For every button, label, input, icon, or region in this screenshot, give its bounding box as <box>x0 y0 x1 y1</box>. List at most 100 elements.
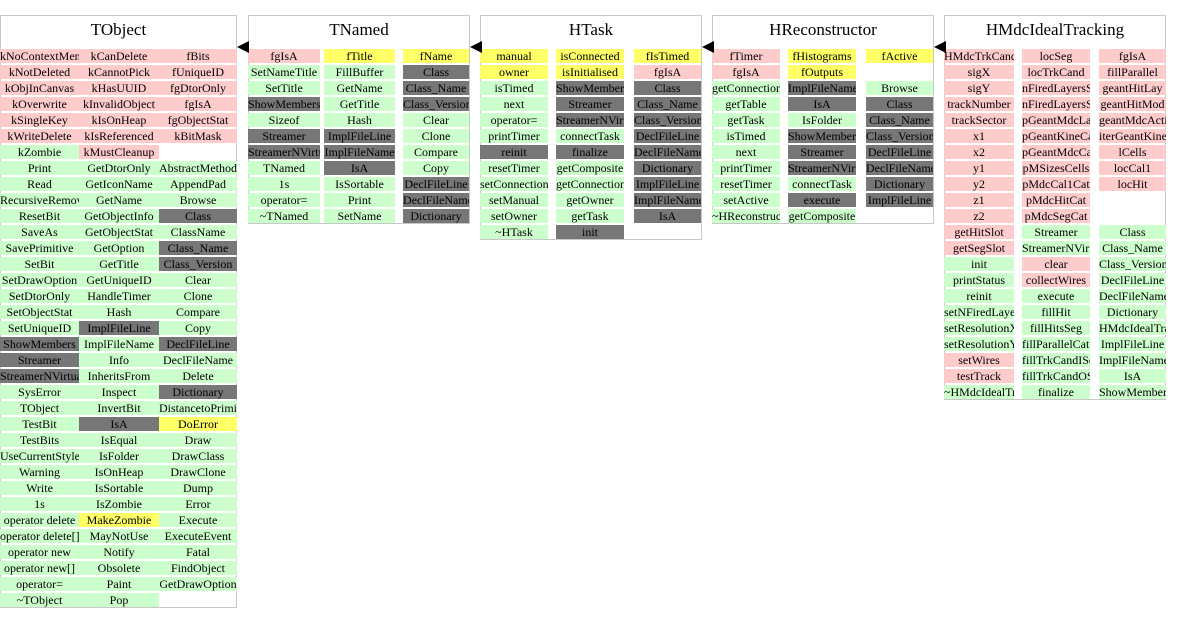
class-entry: GetTitle <box>79 257 159 271</box>
inheritance-arrow-icon <box>237 41 249 53</box>
class-entry: Copy <box>403 161 469 175</box>
class-entry: IsA <box>324 161 395 175</box>
class-entry: x2 <box>944 145 1014 159</box>
class-entry: pMdcSegCat <box>1022 209 1090 223</box>
class-entry: DeclFileLine <box>866 145 933 159</box>
class-title-hmdcidealtracking: HMdcIdealTracking <box>985 20 1125 39</box>
class-entry: Print <box>0 161 79 175</box>
class-entry: getOwner <box>556 193 624 207</box>
class-entry: fTitle <box>324 49 395 63</box>
class-entry: SavePrimitive <box>0 241 79 255</box>
class-entry: Warning <box>0 465 79 479</box>
class-entry: reinit <box>480 145 548 159</box>
class-entry: getTask <box>556 209 624 223</box>
class-entry: Compare <box>159 305 237 319</box>
class-entry: StreamerNVirtual <box>788 161 856 175</box>
class-entry: getTable <box>712 97 780 111</box>
class-entry: kInvalidObject <box>79 97 159 111</box>
class-entry: getHitSlot <box>944 225 1014 239</box>
class-entry: FillBuffer <box>324 65 395 79</box>
class-entry: reinit <box>944 289 1014 303</box>
class-entry: Dictionary <box>866 177 933 191</box>
class-entry: SetDrawOption <box>0 273 79 287</box>
class-entry: fgIsA <box>159 97 237 111</box>
class-entry: finalize <box>1022 385 1090 399</box>
class-entry: setActive <box>712 193 780 207</box>
class-entry: Read <box>0 177 79 191</box>
class-entry: ~TObject <box>0 593 79 607</box>
class-title-htask: HTask <box>568 20 614 39</box>
class-entry: setManual <box>480 193 548 207</box>
class-entry: Class_Name <box>634 97 701 111</box>
class-entry: trackSector <box>944 113 1014 127</box>
class-entry: fTimer <box>712 49 780 63</box>
class-entry: kNotDeleted <box>0 65 79 79</box>
class-entry: locCal1 <box>1099 161 1166 175</box>
class-entry: Browse <box>866 81 933 95</box>
class-entry: FindObject <box>159 561 237 575</box>
class-entry: isConnected <box>556 49 624 63</box>
class-entry: fgObjectStat <box>159 113 237 127</box>
class-entry: Write <box>0 481 79 495</box>
class-entry: printTimer <box>712 161 780 175</box>
class-entry: ImplFileLine <box>79 321 159 335</box>
class-entry: trackNumber <box>944 97 1014 111</box>
class-entry: printTimer <box>480 129 548 143</box>
class-entry: StreamerNVirtual <box>0 369 79 383</box>
class-entry: IsA <box>788 97 856 111</box>
class-entry: ImplFileLine <box>866 193 933 207</box>
class-entry: ShowMembers <box>556 81 624 95</box>
class-entry: IsSortable <box>79 481 159 495</box>
class-entry: Class <box>403 65 469 79</box>
class-entry: ImplFileName <box>324 145 395 159</box>
class-entry: kZombie <box>0 145 79 159</box>
class-entry: Dictionary <box>1099 305 1166 319</box>
class-entry: UseCurrentStyle <box>0 449 79 463</box>
class-entry: z1 <box>944 193 1014 207</box>
class-entry: Class_Name <box>1099 241 1166 255</box>
class-entry: DeclFileName <box>159 353 237 367</box>
class-entry: kHasUUID <box>79 81 159 95</box>
class-entry: Clone <box>159 289 237 303</box>
class-entry: operator delete[] <box>0 529 79 543</box>
class-entry: ImplFileLine <box>324 129 395 143</box>
class-entry: fgDtorOnly <box>159 81 237 95</box>
class-entry: ImplFileName <box>634 193 701 207</box>
class-entry: geantHitLay <box>1099 81 1166 95</box>
class-entry: IsFolder <box>788 113 856 127</box>
class-entry: HMdcIdealTracking <box>1099 321 1166 335</box>
class-entry: Class <box>866 97 933 111</box>
class-entry: Class_Version <box>634 113 701 127</box>
class-entry: y2 <box>944 177 1014 191</box>
class-entry: IsZombie <box>79 497 159 511</box>
class-entry: Hash <box>324 113 395 127</box>
class-entry: setResolutionY <box>944 337 1014 351</box>
class-entry: nFiredLayersSeg1 <box>1022 81 1090 95</box>
class-entry: sigX <box>944 65 1014 79</box>
class-entry: Class <box>1099 225 1166 239</box>
class-entry: ImplFileName <box>788 81 856 95</box>
class-entry: collectWires <box>1022 273 1090 287</box>
class-entry: Clone <box>403 129 469 143</box>
class-entry: StreamerNVirtual <box>1022 241 1090 255</box>
class-entry: Print <box>324 193 395 207</box>
class-entry: Delete <box>159 369 237 383</box>
class-entry: SetName <box>324 209 395 223</box>
class-entry: TObject <box>0 401 79 415</box>
class-entry: ShowMembers <box>1099 385 1166 399</box>
class-entry: pMdcHitCat <box>1022 193 1090 207</box>
class-entry: SetTitle <box>248 81 320 95</box>
class-entry: IsFolder <box>79 449 159 463</box>
class-entry: fName <box>403 49 469 63</box>
class-entry: Error <box>159 497 237 511</box>
class-entry: operator new <box>0 545 79 559</box>
class-entry: operator new[] <box>0 561 79 575</box>
class-entry: operator= <box>0 577 79 591</box>
class-entry: GetUniqueID <box>79 273 159 287</box>
class-entry: IsEqual <box>79 433 159 447</box>
class-entry: TestBits <box>0 433 79 447</box>
class-entry: isTimed <box>712 129 780 143</box>
class-entry: x1 <box>944 129 1014 143</box>
class-entry: Class_Version <box>866 129 933 143</box>
class-entry: TNamed <box>248 161 320 175</box>
